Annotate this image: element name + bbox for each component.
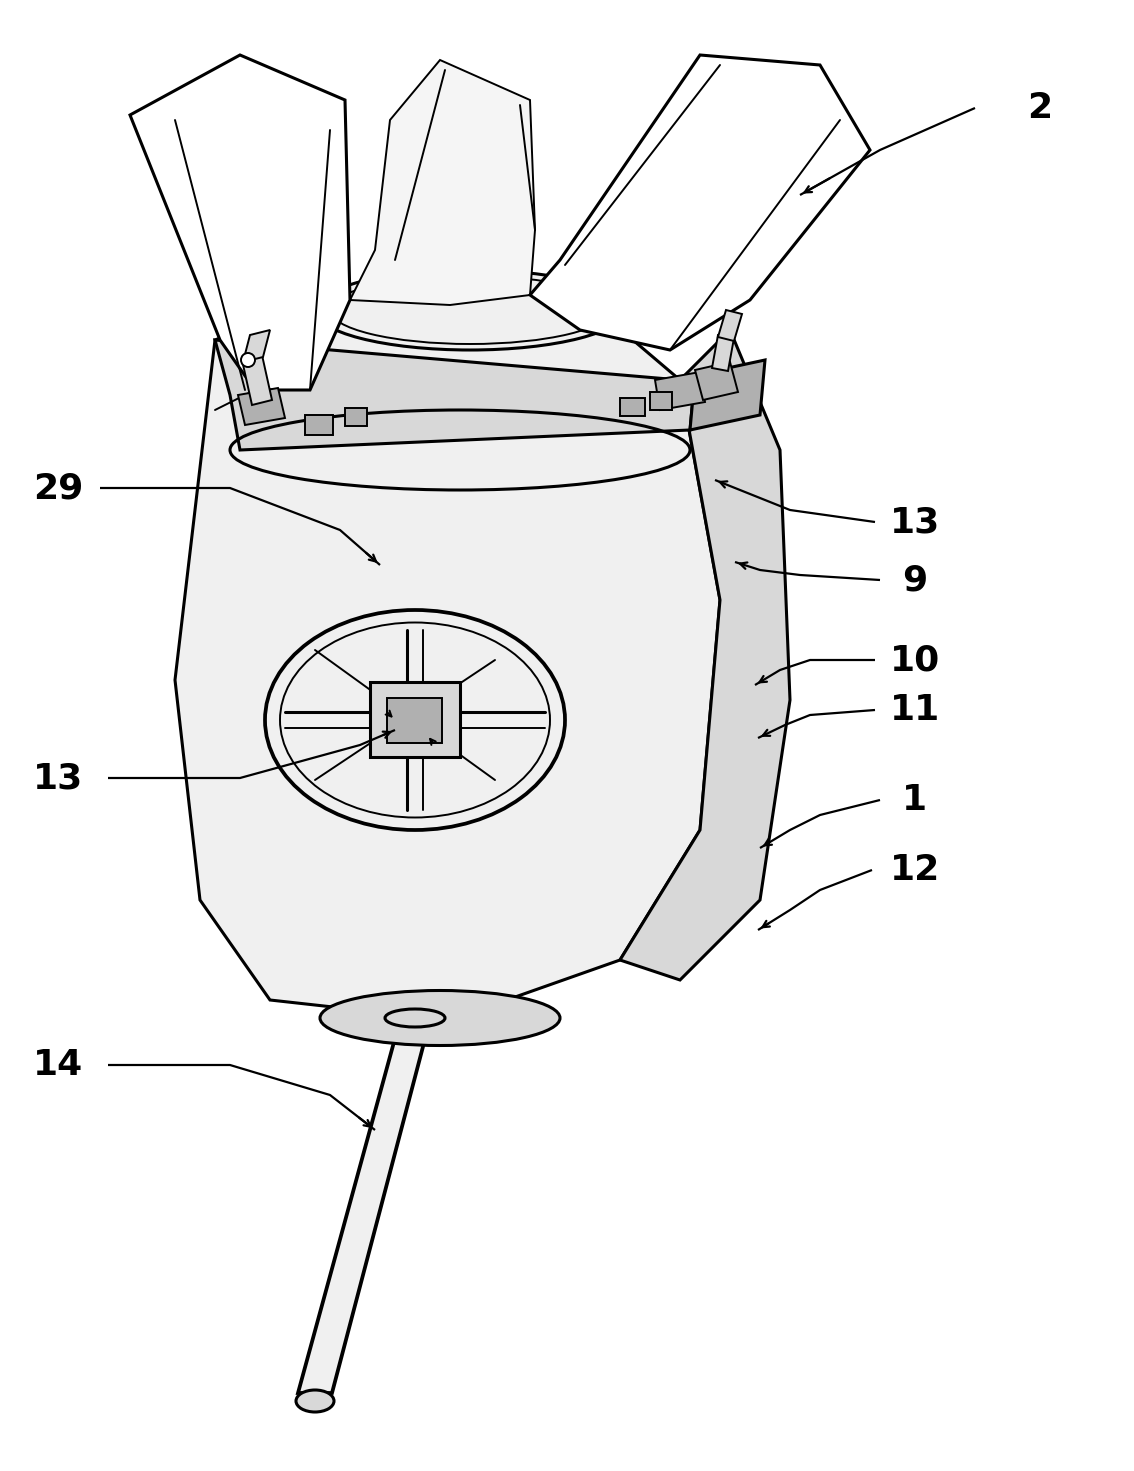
Polygon shape xyxy=(695,362,738,400)
Bar xyxy=(345,407,367,427)
Text: 14: 14 xyxy=(33,1047,83,1083)
Polygon shape xyxy=(130,54,350,390)
Polygon shape xyxy=(238,388,285,425)
Bar xyxy=(650,391,672,410)
Polygon shape xyxy=(243,330,270,362)
Polygon shape xyxy=(712,335,734,371)
Bar xyxy=(305,415,333,435)
Polygon shape xyxy=(718,310,742,341)
Ellipse shape xyxy=(315,271,625,350)
Polygon shape xyxy=(298,1019,430,1393)
Text: 13: 13 xyxy=(33,761,83,794)
Bar xyxy=(387,699,442,743)
Polygon shape xyxy=(242,355,272,405)
Text: 11: 11 xyxy=(890,693,940,727)
Text: 2: 2 xyxy=(1027,91,1052,125)
Polygon shape xyxy=(350,60,535,304)
Polygon shape xyxy=(655,372,705,410)
Text: 9: 9 xyxy=(903,563,928,597)
Ellipse shape xyxy=(265,610,565,830)
Polygon shape xyxy=(689,360,765,430)
Polygon shape xyxy=(530,54,870,350)
Bar xyxy=(620,399,645,416)
Polygon shape xyxy=(215,340,695,450)
Text: 13: 13 xyxy=(890,505,940,538)
Bar xyxy=(370,683,460,758)
Polygon shape xyxy=(175,271,720,1019)
Text: 12: 12 xyxy=(890,853,940,887)
Text: 29: 29 xyxy=(33,471,83,505)
Ellipse shape xyxy=(296,1390,335,1412)
Polygon shape xyxy=(620,330,790,980)
Circle shape xyxy=(242,353,255,366)
Text: 10: 10 xyxy=(890,643,940,677)
Text: 1: 1 xyxy=(903,783,928,816)
Ellipse shape xyxy=(386,1009,445,1027)
Ellipse shape xyxy=(320,990,560,1046)
